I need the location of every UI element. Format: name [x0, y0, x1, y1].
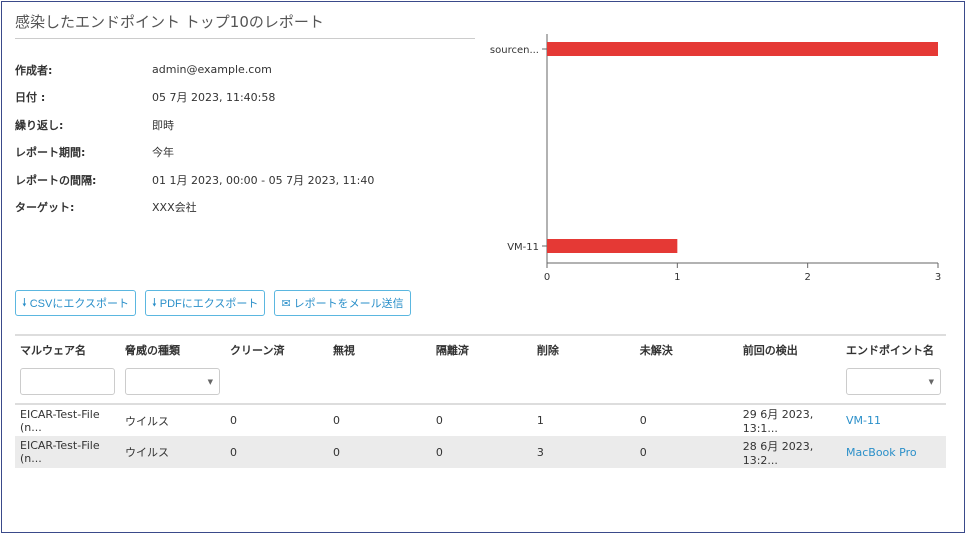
- y-tick-label: VM-11: [507, 242, 539, 253]
- ignored: 0: [332, 414, 340, 427]
- report-info: 作成者: admin@example.com 日付 : 05 7月 2023, 11…: [15, 56, 374, 221]
- col-deleted[interactable]: 削除: [531, 335, 635, 405]
- date-label: 日付 :: [15, 91, 46, 105]
- table-row: EICAR-Test-File (n... ウイルス 0 0 0 3 0 28 …: [15, 436, 946, 468]
- threat-type-filter[interactable]: ▼: [125, 368, 220, 395]
- page-title: 感染したエンドポイント トップ10のレポート: [15, 11, 475, 39]
- unresolved: 0: [634, 436, 738, 468]
- download-icon: 🠗: [22, 296, 27, 309]
- target-value: XXX会社: [152, 201, 197, 215]
- endpoint-filter[interactable]: ▼: [846, 368, 941, 395]
- x-tick-label: 3: [935, 272, 941, 283]
- x-tick-label: 1: [674, 272, 680, 283]
- x-tick-label: 0: [544, 272, 550, 283]
- period-value: 今年: [152, 146, 174, 160]
- quarantined: 0: [435, 414, 443, 427]
- repeat-value: 即時: [152, 118, 174, 132]
- threat-type: ウイルス: [125, 414, 169, 428]
- deleted: 1: [536, 414, 544, 427]
- col-ignored[interactable]: 無視: [327, 335, 431, 405]
- cleaned: 0: [230, 414, 237, 427]
- interval-label: レポートの間隔:: [15, 173, 97, 187]
- deleted: 3: [531, 436, 635, 468]
- unresolved: 0: [639, 414, 647, 427]
- col-unresolved[interactable]: 未解決: [634, 335, 738, 405]
- threat-type: ウイルス: [120, 436, 225, 468]
- col-cleaned[interactable]: クリーン済: [225, 335, 328, 405]
- email-report-label: レポートをメール送信: [293, 298, 404, 310]
- quarantined: 0: [430, 436, 532, 468]
- author-label: 作成者:: [15, 63, 53, 77]
- y-tick-label: sourcen...: [490, 45, 539, 56]
- last-detected: 28 6月 2023, 13:2...: [737, 436, 841, 468]
- date-value: 05 7月 2023, 11:40:58: [152, 91, 276, 105]
- interval-value: 01 1月 2023, 00:00 - 05 7月 2023, 11:40: [152, 173, 375, 187]
- x-tick-label: 2: [804, 272, 810, 283]
- bar: [547, 239, 678, 253]
- period-label: レポート期間:: [15, 146, 86, 160]
- col-quarantined[interactable]: 隔離済: [430, 335, 532, 405]
- header-label: エンドポイント名: [846, 344, 934, 357]
- caret-down-icon: ▼: [928, 378, 934, 386]
- export-csv-button[interactable]: 🠗 CSVにエクスポート: [15, 290, 137, 316]
- col-malware-name[interactable]: マルウェア名: [15, 335, 120, 405]
- col-last-detected[interactable]: 前回の検出: [737, 335, 841, 405]
- target-label: ターゲット:: [15, 201, 75, 215]
- malware-name: EICAR-Test-File (n...: [20, 407, 100, 434]
- email-report-button[interactable]: ✉ レポートをメール送信: [274, 290, 411, 316]
- endpoint-bar-chart: 0 1 2 3 sourcen... VM-11: [490, 34, 941, 283]
- malware-table: マルウェア名 脅威の種類 ▼ クリーン済 無視 隔離済 削除 未解決 前回の検出 …: [15, 334, 946, 468]
- ignored: 0: [327, 436, 431, 468]
- endpoint-link[interactable]: VM-11: [846, 414, 881, 427]
- col-threat-type[interactable]: 脅威の種類 ▼: [120, 335, 225, 405]
- col-endpoint-name[interactable]: エンドポイント名 ▼: [841, 335, 946, 405]
- table-row: EICAR-Test-File (n... ウイルス 0 0 0 1 0 29 …: [15, 404, 946, 436]
- malware-name-filter[interactable]: [20, 368, 115, 395]
- download-icon: 🠗: [152, 296, 157, 309]
- export-pdf-label: PDFにエクスポート: [159, 298, 259, 310]
- header-label: マルウェア名: [20, 344, 86, 357]
- export-csv-label: CSVにエクスポート: [29, 298, 130, 310]
- cleaned: 0: [225, 436, 328, 468]
- caret-down-icon: ▼: [207, 378, 213, 386]
- last-detected: 29 6月 2023, 13:1...: [742, 408, 814, 435]
- repeat-label: 繰り返し:: [15, 118, 64, 132]
- endpoint-link[interactable]: MacBook Pro: [846, 445, 917, 459]
- author-value: admin@example.com: [152, 63, 272, 77]
- bar: [547, 42, 938, 56]
- mail-icon: ✉: [281, 297, 291, 310]
- header-label: 脅威の種類: [125, 344, 180, 357]
- export-pdf-button[interactable]: 🠗 PDFにエクスポート: [145, 290, 266, 316]
- malware-name: EICAR-Test-File (n...: [15, 436, 120, 468]
